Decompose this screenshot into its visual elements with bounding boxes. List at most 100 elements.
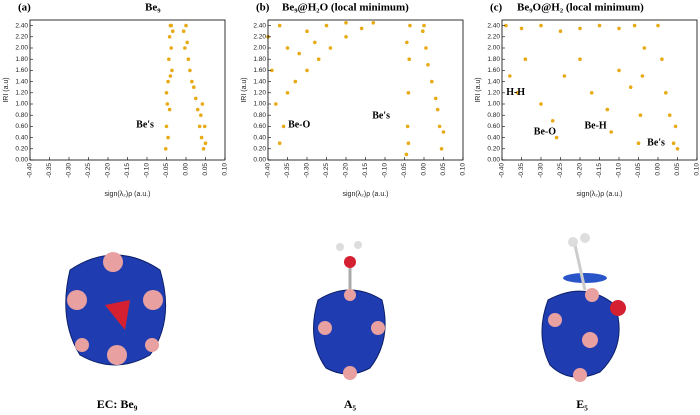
annotation: Be's [647, 137, 665, 148]
point [632, 23, 637, 28]
y-tick-label: 1.80 [253, 56, 266, 63]
y-tick-label: 0.80 [15, 112, 28, 119]
point [671, 141, 676, 145]
y-tick-label: 1.00 [487, 101, 500, 108]
point [305, 68, 309, 73]
point [197, 124, 202, 129]
x-tick-label: -0.30 [538, 163, 545, 178]
point [166, 79, 170, 84]
point [305, 29, 309, 33]
point [371, 21, 376, 25]
point [609, 130, 613, 134]
x-tick-label: -0.20 [105, 163, 112, 178]
point [405, 124, 410, 129]
x-tick-label: -0.10 [144, 163, 151, 178]
point [673, 124, 678, 129]
point [166, 135, 170, 140]
y-tick-label: 0.00 [15, 157, 28, 164]
x-tick-label: -0.20 [577, 163, 584, 178]
point [285, 46, 290, 50]
x-tick-label: -0.35 [518, 163, 525, 178]
point [185, 40, 189, 45]
point [422, 23, 426, 28]
point [562, 74, 567, 78]
x-tick-label: 0.00 [183, 163, 190, 176]
y-tick-label: 0.40 [487, 134, 500, 141]
x-tick-label: -0.40 [499, 163, 506, 178]
point [656, 23, 660, 28]
x-tick-label: -0.35 [284, 163, 291, 178]
point [605, 107, 610, 112]
point [202, 124, 207, 129]
point [406, 141, 411, 145]
point [439, 147, 444, 151]
point [539, 23, 543, 28]
y-tick-label: 0.60 [487, 123, 500, 130]
y-tick-label: 1.60 [15, 67, 28, 74]
point [170, 68, 174, 73]
x-tick-label: 0.10 [222, 163, 229, 176]
point [316, 57, 321, 61]
point [163, 147, 168, 151]
y-tick-label: 2.00 [487, 45, 500, 52]
x-tick-label: -0.40 [27, 163, 34, 178]
point [435, 107, 440, 112]
annotation: Be's [136, 120, 154, 131]
point [508, 74, 512, 78]
y-tick-label: 2.40 [15, 22, 28, 29]
point [404, 152, 409, 157]
x-tick-label: 0.10 [460, 163, 467, 176]
caption: EC: Be₉ [97, 397, 138, 411]
point [203, 141, 208, 145]
point [170, 29, 175, 33]
y-tick-label: 2.20 [253, 34, 266, 41]
annotation: H-H [506, 87, 525, 98]
point [664, 91, 668, 95]
x-tick-label: -0.10 [382, 163, 389, 178]
panel-label: (c) [490, 2, 503, 14]
x-tick-label: -0.05 [635, 163, 642, 178]
point [274, 102, 278, 106]
molecule-be9 [65, 252, 167, 366]
x-tick-label: 0.10 [694, 163, 700, 176]
x-tick-label: -0.10 [616, 163, 623, 178]
point [164, 91, 169, 95]
point [405, 40, 409, 45]
point [523, 57, 528, 61]
point [597, 23, 602, 28]
point [192, 85, 196, 89]
plot-frame [267, 19, 464, 161]
x-tick-label: -0.35 [46, 163, 53, 178]
point [617, 26, 621, 31]
point [578, 57, 582, 61]
point [430, 79, 434, 84]
y-tick-label: 1.40 [253, 78, 266, 85]
x-tick-label: 0.00 [655, 163, 662, 176]
x-tick-label: -0.15 [362, 163, 369, 178]
y-tick-label: 0.00 [487, 157, 500, 164]
plot-frame [29, 19, 226, 161]
molecule-a5 [313, 241, 386, 380]
point [408, 23, 412, 28]
point [201, 147, 206, 151]
x-tick-label: 0.05 [202, 163, 209, 176]
y-tick-label: 2.40 [487, 22, 500, 29]
point [184, 23, 188, 28]
x-tick-label: -0.15 [124, 163, 131, 178]
y-tick-label: 1.20 [15, 90, 28, 97]
molecule-e5 [541, 233, 626, 382]
point [328, 46, 333, 50]
y-tick-label: 0.20 [253, 146, 266, 153]
point [554, 135, 559, 140]
y-tick-label: 1.20 [487, 90, 500, 97]
point [167, 35, 172, 39]
point [558, 29, 563, 33]
point [297, 51, 302, 56]
point [167, 107, 172, 112]
y-tick-label: 1.40 [487, 78, 500, 85]
point [344, 21, 348, 25]
x-tick-label: -0.25 [557, 163, 564, 178]
y-tick-label: 1.80 [487, 56, 500, 63]
point [359, 26, 364, 31]
